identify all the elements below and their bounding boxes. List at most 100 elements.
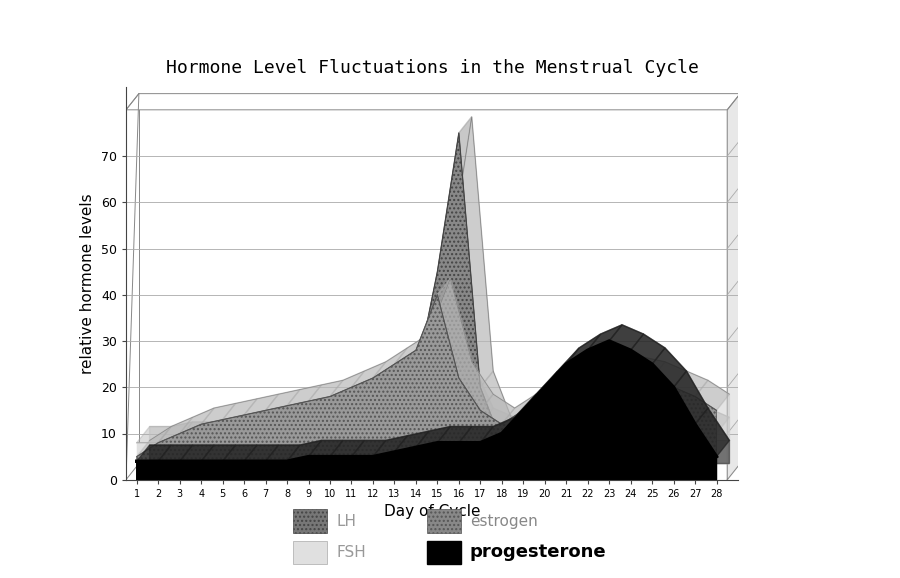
Polygon shape [481, 394, 515, 424]
Polygon shape [180, 450, 214, 466]
Polygon shape [309, 436, 343, 457]
Polygon shape [244, 427, 278, 447]
Polygon shape [244, 394, 278, 415]
Y-axis label: relative hormone levels: relative hormone levels [80, 193, 95, 373]
Polygon shape [394, 348, 428, 392]
Polygon shape [244, 445, 278, 466]
Polygon shape [588, 436, 622, 457]
Polygon shape [652, 362, 687, 387]
Polygon shape [149, 279, 729, 464]
Polygon shape [695, 408, 729, 457]
Polygon shape [287, 440, 321, 461]
Polygon shape [158, 422, 193, 443]
Polygon shape [373, 376, 408, 406]
Polygon shape [566, 334, 600, 364]
Polygon shape [609, 325, 644, 350]
Polygon shape [502, 394, 536, 434]
Polygon shape [502, 427, 536, 452]
Polygon shape [149, 117, 729, 464]
Polygon shape [416, 255, 450, 378]
Polygon shape [673, 399, 708, 424]
Polygon shape [137, 445, 171, 461]
Polygon shape [631, 357, 665, 378]
Polygon shape [609, 436, 644, 452]
Polygon shape [437, 279, 472, 378]
Polygon shape [244, 445, 278, 461]
Polygon shape [137, 341, 716, 480]
Polygon shape [149, 325, 729, 464]
Polygon shape [566, 353, 600, 378]
Polygon shape [180, 422, 214, 438]
Polygon shape [222, 445, 257, 461]
Polygon shape [544, 431, 579, 447]
Polygon shape [544, 362, 579, 397]
Polygon shape [631, 436, 665, 452]
Polygon shape [266, 445, 300, 461]
Polygon shape [727, 94, 740, 480]
Polygon shape [566, 440, 600, 457]
Polygon shape [126, 94, 740, 110]
Polygon shape [137, 450, 171, 470]
Polygon shape [309, 440, 343, 457]
Polygon shape [673, 371, 708, 397]
Polygon shape [222, 399, 257, 420]
Polygon shape [459, 362, 493, 410]
Polygon shape [394, 431, 428, 452]
Polygon shape [149, 316, 729, 464]
Polygon shape [437, 117, 472, 272]
Polygon shape [609, 417, 644, 443]
Polygon shape [202, 422, 236, 443]
Polygon shape [631, 408, 665, 434]
Polygon shape [287, 431, 321, 447]
Polygon shape [523, 427, 558, 447]
Polygon shape [137, 332, 716, 480]
Polygon shape [609, 348, 644, 373]
Polygon shape [266, 431, 300, 447]
Polygon shape [202, 445, 236, 461]
Polygon shape [695, 380, 729, 410]
Polygon shape [523, 380, 558, 410]
Polygon shape [502, 394, 536, 424]
Polygon shape [437, 427, 472, 443]
X-axis label: Day of Cycle: Day of Cycle [383, 505, 481, 519]
Title: Hormone Level Fluctuations in the Menstrual Cycle: Hormone Level Fluctuations in the Menstr… [166, 59, 698, 77]
Polygon shape [158, 445, 193, 461]
Polygon shape [673, 371, 708, 424]
Polygon shape [180, 445, 214, 461]
Polygon shape [352, 362, 386, 387]
Polygon shape [137, 133, 716, 480]
Polygon shape [481, 371, 515, 443]
Polygon shape [416, 316, 450, 364]
Polygon shape [309, 380, 343, 401]
Polygon shape [287, 385, 321, 406]
Polygon shape [222, 427, 257, 443]
Polygon shape [673, 436, 708, 457]
Polygon shape [137, 427, 171, 443]
Polygon shape [394, 334, 428, 364]
Polygon shape [416, 427, 450, 447]
Polygon shape [137, 295, 716, 480]
Polygon shape [459, 427, 493, 443]
Polygon shape [352, 440, 386, 457]
Polygon shape [652, 348, 687, 387]
Polygon shape [158, 450, 193, 466]
Polygon shape [180, 408, 214, 434]
Polygon shape [459, 362, 493, 424]
Polygon shape [695, 440, 729, 457]
Polygon shape [373, 436, 408, 457]
Polygon shape [523, 436, 558, 457]
Polygon shape [588, 325, 622, 350]
Polygon shape [352, 417, 386, 443]
Polygon shape [652, 399, 687, 424]
Polygon shape [373, 399, 408, 434]
Polygon shape [481, 417, 515, 443]
Polygon shape [544, 440, 579, 457]
Polygon shape [202, 403, 236, 424]
Polygon shape [137, 427, 171, 457]
Polygon shape [544, 348, 579, 387]
Polygon shape [588, 427, 622, 447]
Polygon shape [266, 445, 300, 461]
Polygon shape [481, 408, 515, 434]
Polygon shape [266, 390, 300, 410]
Polygon shape [437, 316, 472, 378]
